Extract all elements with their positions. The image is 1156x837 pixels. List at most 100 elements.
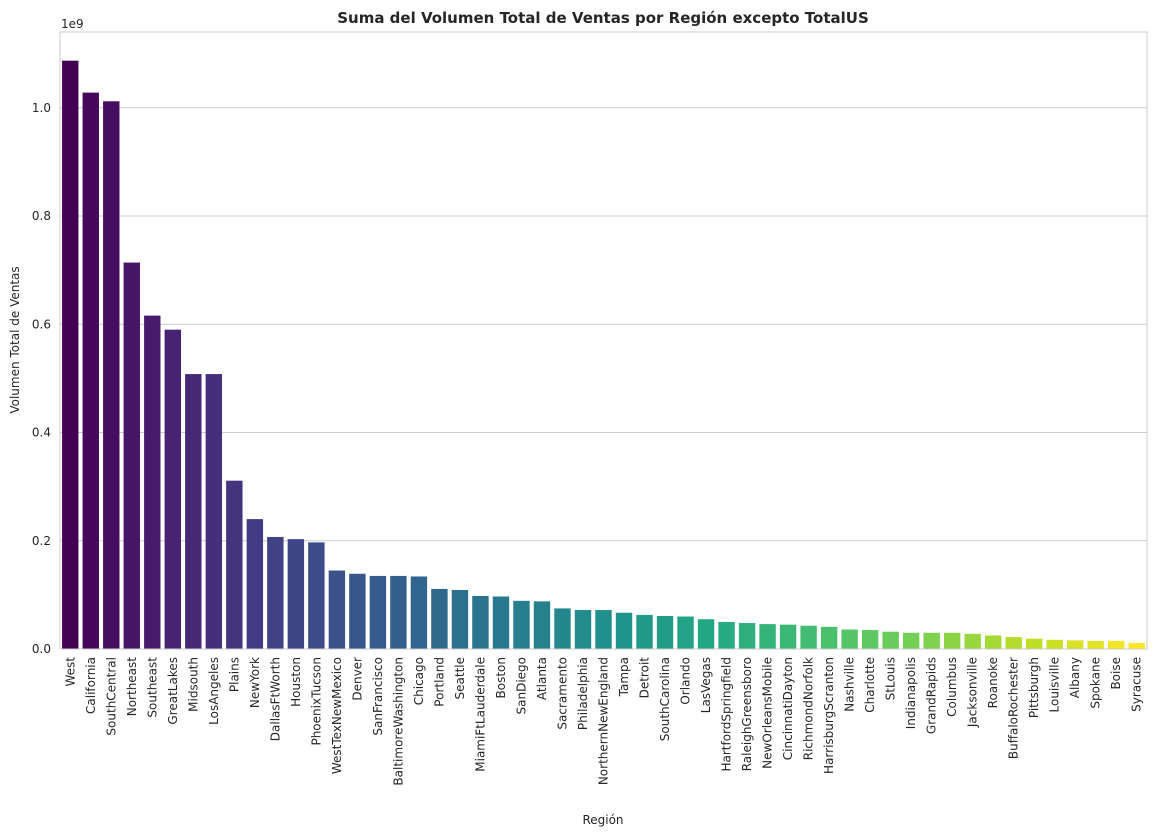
x-tick-label: Roanoke	[986, 657, 1000, 708]
bar-Seattle	[451, 590, 469, 649]
bar-Denver	[349, 573, 366, 649]
bar-RaleighGreensboro	[738, 623, 756, 649]
x-tick-label: Detroit	[638, 657, 652, 699]
y-tick-label: 0.6	[32, 317, 51, 331]
plot-frame	[59, 31, 1148, 650]
bar-Detroit	[636, 614, 653, 649]
x-tick-label: NewOrleansMobile	[761, 657, 775, 769]
x-axis-label: Región	[582, 813, 623, 827]
bar-Philadelphia	[574, 610, 592, 649]
x-tick-label: RaleighGreensboro	[740, 657, 754, 771]
bar-Midsouth	[185, 374, 202, 649]
x-tick-label: Syracuse	[1130, 657, 1144, 712]
y-gridlines	[60, 107, 1147, 650]
x-tick-label: Columbus	[945, 657, 959, 717]
bar-Tampa	[615, 612, 633, 649]
x-tick-label: RichmondNorfolk	[802, 657, 816, 760]
bar-HartfordSpringfield	[718, 621, 735, 649]
bar-West	[62, 60, 79, 650]
y-tick-label: 0.0	[32, 642, 51, 656]
bar-Plains	[226, 480, 243, 649]
x-tick-label: Indianapolis	[904, 657, 918, 729]
bar-SouthCentral	[103, 101, 120, 649]
bar-Boise	[1108, 640, 1125, 649]
bar-Orlando	[677, 616, 694, 649]
bar-SanFrancisco	[369, 575, 387, 649]
bar-DallasFtWorth	[267, 536, 284, 649]
x-tick-label: MiamiFtLauderdale	[473, 657, 487, 772]
bar-Pittsburgh	[1025, 638, 1043, 649]
bar-NewYork	[246, 519, 264, 649]
x-tick-label: WestTexNewMexico	[330, 657, 344, 774]
x-tick-label: Charlotte	[863, 657, 877, 713]
bar-HarrisburgScranton	[820, 626, 838, 649]
x-tick-label: Albany	[1068, 657, 1082, 698]
bar-Chicago	[410, 576, 428, 649]
x-tick-label: Atlanta	[535, 657, 549, 700]
x-tick-label: Denver	[350, 657, 364, 701]
x-tick-label: Louisville	[1048, 657, 1062, 713]
x-tick-label: Orlando	[679, 657, 693, 705]
x-tick-label: GreatLakes	[166, 657, 180, 725]
x-tick-label: Plains	[227, 657, 241, 692]
chart-title: Suma del Volumen Total de Ventas por Reg…	[337, 9, 869, 27]
x-tick-label: Portland	[432, 657, 446, 707]
bar-Spokane	[1087, 640, 1104, 649]
bar-Southeast	[144, 315, 161, 649]
bar-Syracuse	[1128, 643, 1145, 649]
x-tick-label: Tampa	[617, 657, 631, 697]
bar-Houston	[287, 539, 305, 649]
x-tick-label: NorthernNewEngland	[597, 657, 611, 785]
x-tick-label: NewYork	[248, 657, 262, 708]
bar-SanDiego	[513, 600, 530, 649]
bar-Atlanta	[533, 601, 551, 649]
bar-Northeast	[123, 262, 140, 649]
x-tick-label: CincinnatiDayton	[781, 657, 795, 760]
x-tick-label: Boise	[1109, 657, 1123, 690]
y-offset-label: 1e9	[61, 17, 84, 31]
bar-Nashville	[841, 629, 858, 649]
x-tick-label: Philadelphia	[576, 657, 590, 730]
bar-LosAngeles	[205, 374, 223, 649]
bar-CincinnatiDayton	[779, 624, 797, 649]
x-tick-label: StLouis	[884, 657, 898, 700]
bar-MiamiFtLauderdale	[472, 595, 489, 649]
bar-WestTexNewMexico	[328, 570, 346, 649]
bar-Indianapolis	[902, 632, 920, 649]
x-tick-label: LosAngeles	[207, 657, 221, 725]
bar-StLouis	[882, 631, 899, 649]
x-tick-label: California	[84, 657, 98, 714]
x-tick-label: Spokane	[1089, 657, 1103, 709]
bar-GreatLakes	[164, 329, 182, 649]
x-tick-label: Seattle	[453, 657, 467, 699]
bar-LasVegas	[697, 619, 715, 649]
bar-Albany	[1067, 640, 1084, 649]
bar-Columbus	[943, 632, 961, 649]
x-tick-label: West	[63, 657, 77, 687]
y-axis-label: Volumen Total de Ventas	[8, 266, 22, 413]
x-tick-label: Pittsburgh	[1027, 657, 1041, 718]
x-tick-labels: West California SouthCentral Northeast South…	[63, 657, 1143, 786]
x-tick-label: GrandRapids	[925, 657, 939, 734]
y-tick-label: 0.4	[32, 426, 51, 440]
bar-BuffaloRochester	[1005, 637, 1022, 649]
x-tick-label: Southeast	[145, 657, 159, 718]
y-tick-labels: 0.0 0.2 0.4 0.6 0.8 1.0	[32, 101, 51, 656]
y-tick-label: 1.0	[32, 101, 51, 115]
x-tick-label: Nashville	[843, 657, 857, 712]
bar-Charlotte	[861, 630, 879, 649]
bar-California	[82, 92, 99, 649]
y-tick-label: 0.2	[32, 534, 51, 548]
x-tick-label: Midsouth	[186, 657, 200, 712]
x-tick-label: HarrisburgScranton	[822, 657, 836, 774]
bar-GrandRapids	[923, 632, 940, 649]
x-tick-label: SanDiego	[514, 657, 528, 715]
x-tick-label: Sacramento	[555, 657, 569, 730]
x-tick-label: SanFrancisco	[371, 657, 385, 736]
x-tick-label: PhoenixTucson	[309, 657, 323, 746]
x-tick-label: Boston	[494, 657, 508, 698]
x-tick-label: Northeast	[125, 657, 139, 717]
x-tick-label: SouthCarolina	[658, 657, 672, 741]
bar-PhoenixTucson	[308, 542, 325, 649]
